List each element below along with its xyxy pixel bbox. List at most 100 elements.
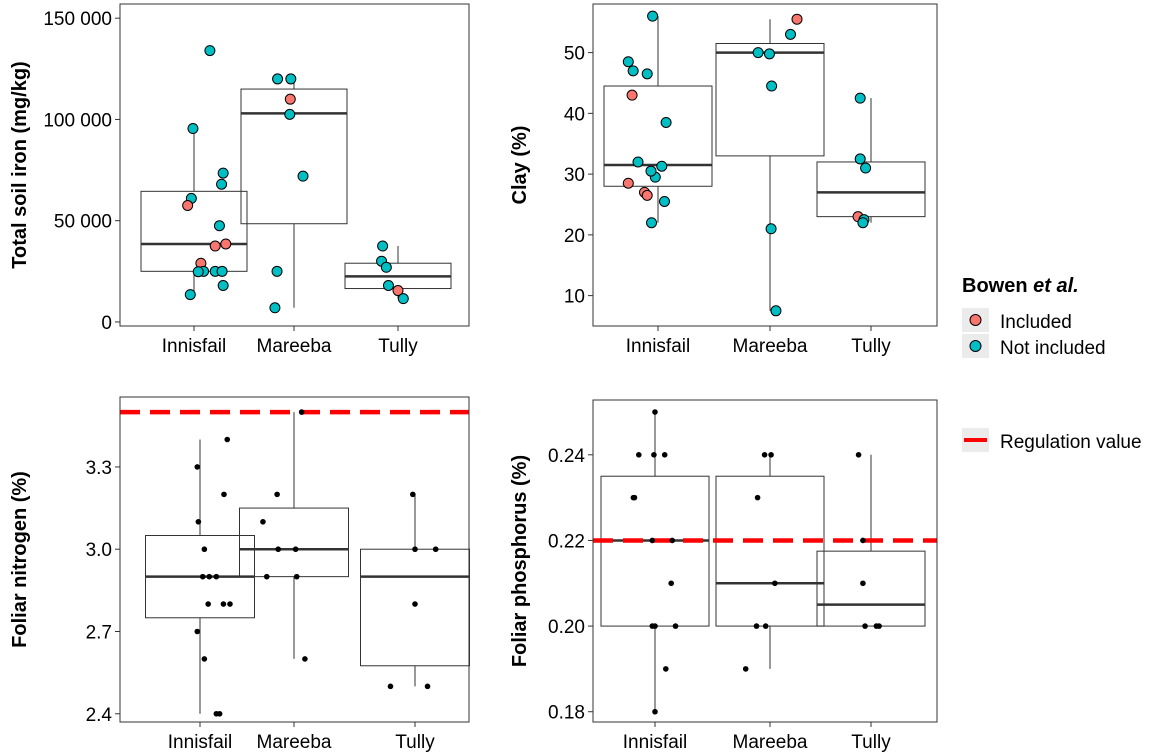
data-point <box>876 623 882 629</box>
data-point <box>857 217 869 229</box>
data-point <box>860 537 866 544</box>
data-point <box>632 156 644 168</box>
data-point <box>271 265 283 277</box>
data-point <box>641 68 653 80</box>
y-tick-label: 0.22 <box>548 531 585 552</box>
legend-label-not-included: Not included <box>1000 338 1106 359</box>
data-point <box>213 573 220 580</box>
y-tick-label: 150 000 <box>43 9 112 30</box>
data-point <box>213 220 225 232</box>
data-point <box>656 160 668 172</box>
data-point <box>855 452 862 458</box>
y-tick-label: 0.20 <box>548 617 585 638</box>
x-tick-label: Tully <box>851 336 891 357</box>
data-point <box>216 265 228 277</box>
legend-key-not-included-dot <box>969 340 982 352</box>
chart-panels: 0 50 000 100 000 150 000 Innisfail Mareeba Tul… <box>9 3 938 753</box>
data-point <box>754 494 761 501</box>
legend: Bowen et al. Included Not included Regul… <box>962 275 1142 453</box>
data-point <box>742 666 749 672</box>
data-point <box>627 65 639 77</box>
data-point <box>854 153 866 165</box>
data-point <box>626 89 638 101</box>
legend-label-included: Included <box>1000 312 1072 333</box>
x-tick-label: Tully <box>378 336 418 357</box>
data-point <box>397 293 409 305</box>
data-point <box>862 623 868 629</box>
panel-border <box>592 3 938 327</box>
data-point <box>860 162 872 174</box>
data-point <box>854 92 866 104</box>
data-point <box>753 623 760 629</box>
data-point <box>292 546 299 553</box>
data-point <box>201 656 208 662</box>
box-iqr <box>715 475 825 627</box>
y-tick-label: 50 <box>564 44 585 65</box>
box-iqr <box>239 507 349 578</box>
x-tick-label: Mareeba <box>733 336 808 357</box>
data-point <box>275 546 281 553</box>
data-point <box>382 279 394 291</box>
y-axis-title: Total soil iron (mg/kg) <box>9 61 31 268</box>
data-point <box>772 580 778 587</box>
box-iqr <box>240 88 348 225</box>
panel-border <box>592 399 938 723</box>
data-point <box>260 518 266 525</box>
y-axis-title: Clay (%) <box>509 126 531 205</box>
y-tick-label: 0.24 <box>548 446 585 467</box>
y-axis-title: Foliar phosphorus (%) <box>509 455 531 667</box>
y-tick-label: 40 <box>564 104 585 125</box>
legend-title: Bowen et al. <box>962 275 1079 297</box>
data-point <box>761 452 768 458</box>
x-tick-label: Innisfail <box>168 732 232 753</box>
data-point <box>224 436 231 443</box>
data-point <box>298 409 305 415</box>
y-tick-label: 50 000 <box>54 212 112 233</box>
box-iqr <box>715 42 825 157</box>
data-point <box>217 167 229 179</box>
data-point <box>192 266 204 278</box>
legend-key-included-dot <box>969 314 982 326</box>
chart-panel-3: 2.4 2.7 3.0 3.3 Innisfail Mareeba Tully Foliar … <box>9 396 470 753</box>
x-tick-label: Innisfail <box>626 336 690 357</box>
data-point <box>269 302 281 314</box>
chart-panel-1: 0 50 000 100 000 150 000 Innisfail Mareeba Tul… <box>9 3 470 357</box>
y-tick-label: 30 <box>564 165 585 186</box>
data-point <box>216 178 228 190</box>
y-axis-title: Foliar nitrogen (%) <box>9 471 31 648</box>
data-point <box>762 623 769 629</box>
data-point <box>274 491 280 498</box>
x-tick-label: Tully <box>395 732 435 753</box>
data-point <box>412 601 418 607</box>
data-point <box>220 601 227 607</box>
x-tick-label: Innisfail <box>162 336 226 357</box>
data-point <box>217 279 229 291</box>
x-tick-label: Innisfail <box>623 732 687 753</box>
data-point <box>284 93 296 105</box>
data-point <box>658 195 670 207</box>
data-point <box>205 601 211 607</box>
data-point <box>768 452 774 458</box>
data-point <box>645 165 657 177</box>
data-point <box>293 573 300 580</box>
box-iqr <box>816 550 926 627</box>
y-tick-label: 100 000 <box>43 110 112 131</box>
data-point <box>204 45 216 57</box>
data-point <box>227 601 233 607</box>
data-point <box>377 240 389 252</box>
data-point <box>770 305 782 317</box>
x-tick-label: Mareeba <box>257 336 332 357</box>
data-point <box>766 80 778 92</box>
box-iqr <box>140 190 248 272</box>
y-tick-label: 3.3 <box>86 458 112 479</box>
data-point <box>410 491 416 498</box>
data-point <box>272 73 284 85</box>
data-point <box>220 238 232 250</box>
data-point <box>752 47 764 59</box>
data-point <box>206 573 213 580</box>
data-point <box>660 116 672 128</box>
data-point <box>209 240 221 252</box>
data-point <box>631 494 638 501</box>
x-tick-label: Mareeba <box>257 732 332 753</box>
data-point <box>432 546 439 553</box>
